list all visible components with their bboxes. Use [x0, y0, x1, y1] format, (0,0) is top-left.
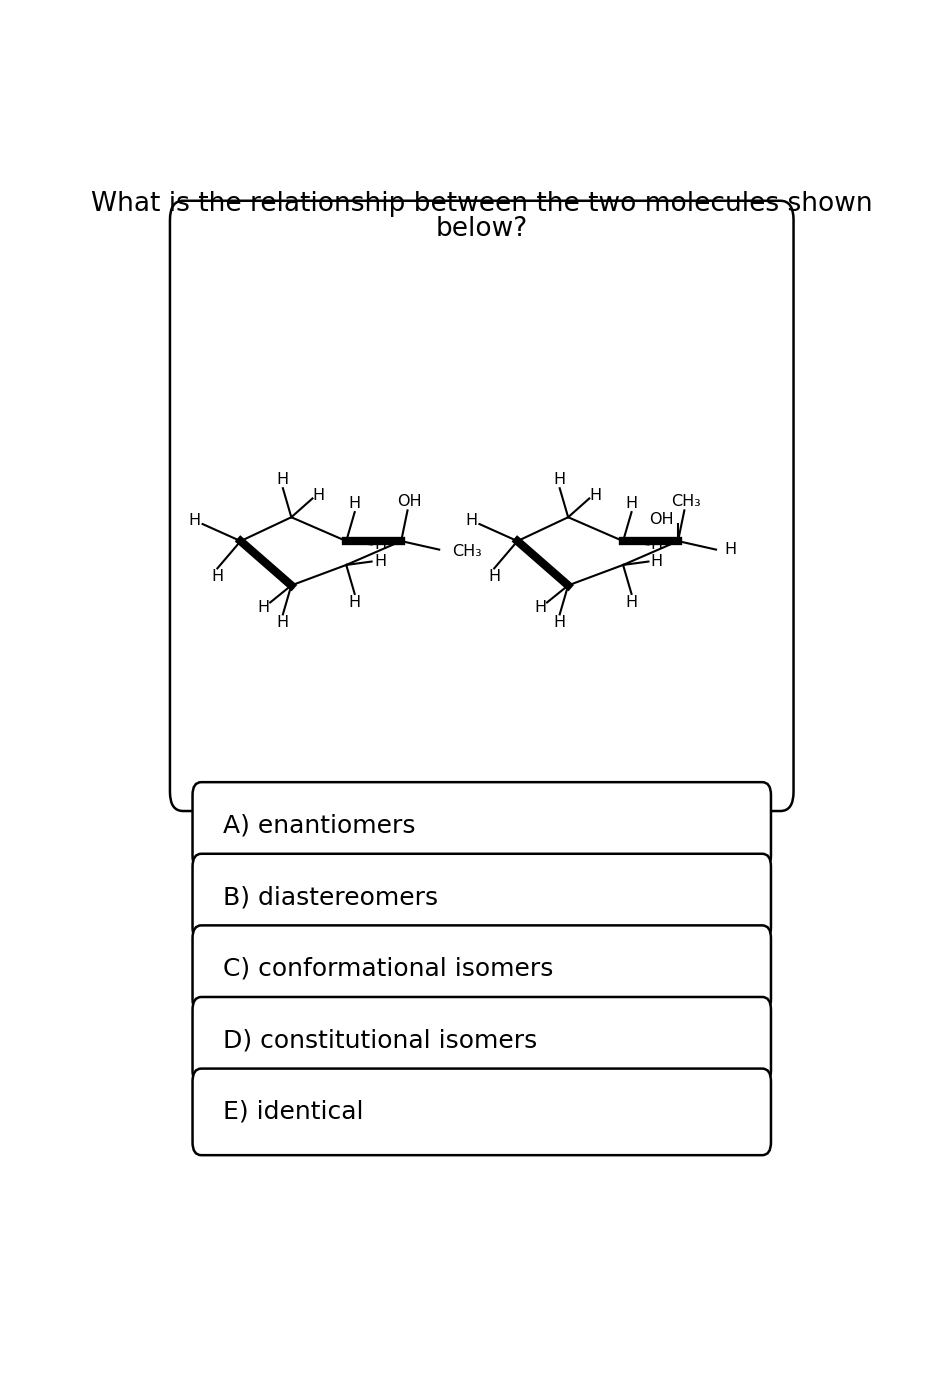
FancyBboxPatch shape — [193, 926, 771, 1012]
Text: H: H — [374, 554, 386, 569]
Text: H: H — [212, 569, 224, 584]
FancyBboxPatch shape — [193, 1069, 771, 1155]
Text: H: H — [374, 537, 386, 552]
Text: H: H — [465, 514, 477, 527]
Text: H: H — [625, 595, 637, 609]
Text: D) constitutional isomers: D) constitutional isomers — [223, 1029, 538, 1052]
FancyBboxPatch shape — [170, 201, 793, 811]
Text: C) conformational isomers: C) conformational isomers — [223, 956, 554, 981]
Text: H: H — [535, 600, 547, 615]
Text: H: H — [589, 487, 602, 502]
Text: H: H — [349, 595, 361, 609]
Text: CH₃: CH₃ — [452, 544, 481, 559]
Text: B) diastereomers: B) diastereomers — [223, 886, 438, 909]
Text: H: H — [276, 472, 289, 487]
Text: H: H — [650, 554, 663, 569]
Text: OH: OH — [650, 512, 674, 527]
Text: H: H — [349, 496, 361, 511]
Text: A) enantiomers: A) enantiomers — [223, 813, 415, 837]
Text: H: H — [276, 615, 289, 630]
Text: What is the relationship between the two molecules shown: What is the relationship between the two… — [91, 192, 872, 217]
Text: CH₃: CH₃ — [671, 494, 701, 509]
Text: OH: OH — [398, 494, 422, 509]
FancyBboxPatch shape — [193, 783, 771, 869]
Text: H: H — [188, 514, 200, 527]
Text: H: H — [554, 615, 566, 630]
Text: H: H — [313, 487, 325, 502]
Text: H: H — [725, 543, 737, 557]
Text: E) identical: E) identical — [223, 1099, 364, 1124]
Text: H: H — [258, 600, 270, 615]
Text: H: H — [488, 569, 500, 584]
FancyBboxPatch shape — [193, 997, 771, 1084]
FancyBboxPatch shape — [193, 854, 771, 940]
Text: H: H — [650, 537, 663, 552]
Text: H: H — [554, 472, 566, 487]
Text: H: H — [625, 496, 637, 511]
Text: below?: below? — [435, 215, 528, 242]
